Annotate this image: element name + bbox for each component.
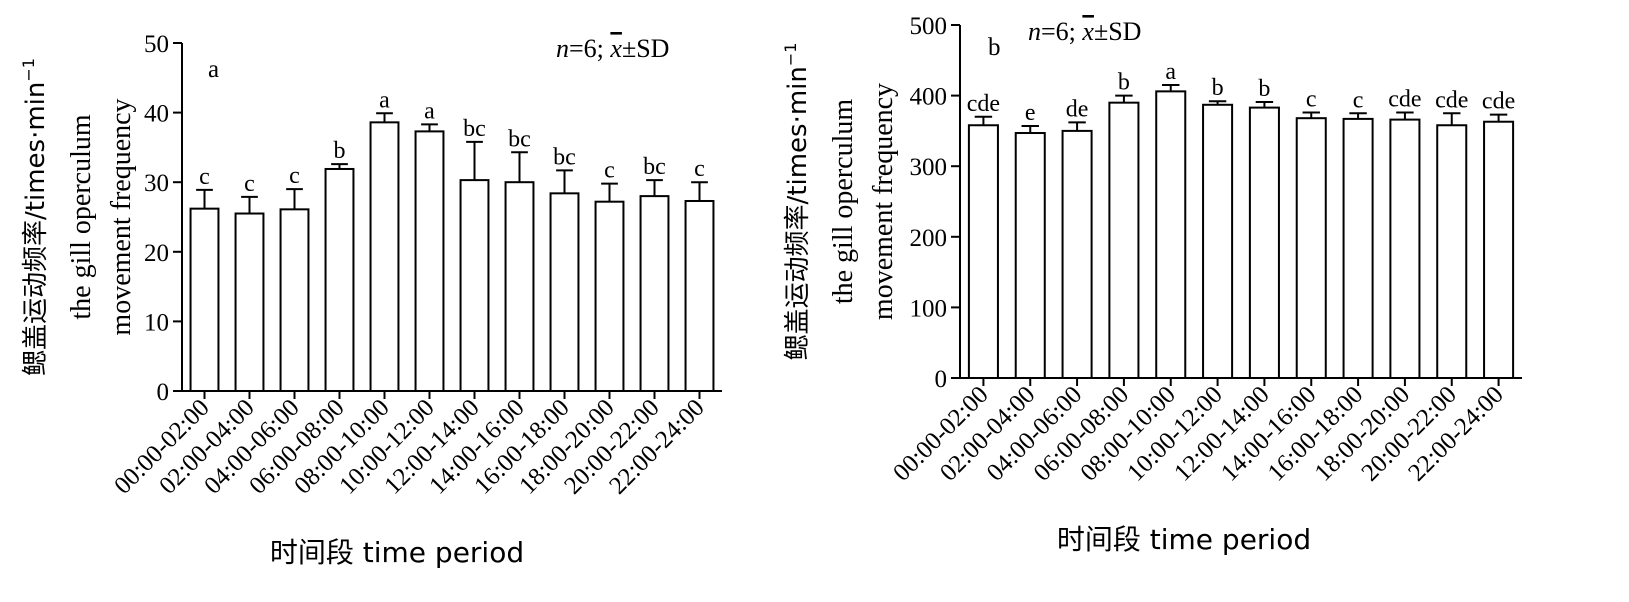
bar bbox=[594, 200, 625, 392]
y-axis-label-sup: −1 bbox=[781, 43, 800, 67]
significance-letter: b bbox=[334, 138, 346, 164]
y-tick-label: 0 bbox=[157, 379, 170, 406]
significance-letter: a bbox=[1165, 59, 1176, 85]
y-tick-label: 400 bbox=[910, 84, 948, 111]
bar bbox=[1155, 90, 1187, 379]
significance-letter: b bbox=[1258, 76, 1270, 102]
annotation-xbar: x bbox=[609, 34, 622, 63]
bar bbox=[1248, 106, 1280, 380]
y-axis-label-zh: 鳃盖运动频率/times·min−1 bbox=[19, 58, 51, 376]
significance-letter: cde bbox=[967, 91, 1000, 117]
significance-letter: bc bbox=[463, 116, 486, 142]
y-tick-label: 300 bbox=[910, 154, 948, 181]
bar bbox=[279, 208, 310, 392]
y-tick-label: 30 bbox=[144, 170, 169, 197]
y-axis-label-en-line2: movement frequency bbox=[106, 98, 137, 335]
significance-letter: c bbox=[199, 164, 210, 190]
panel-label: b bbox=[988, 34, 1001, 61]
sample-annotation: n=6; x±SD bbox=[1028, 17, 1141, 46]
bar bbox=[1061, 129, 1093, 379]
bar bbox=[1342, 117, 1374, 379]
bar bbox=[189, 207, 220, 392]
y-axis-label-zh: 鳃盖运动频率/times·min−1 bbox=[781, 43, 813, 361]
bar bbox=[1014, 132, 1046, 379]
y-tick-label: 500 bbox=[910, 13, 948, 40]
y-axis-label-en-line1: the gill operculum bbox=[828, 99, 859, 305]
significance-letter: cde bbox=[1435, 87, 1468, 113]
bar bbox=[1202, 103, 1234, 379]
significance-letter: bc bbox=[643, 154, 666, 180]
bar bbox=[1389, 118, 1421, 379]
bar bbox=[1483, 120, 1515, 380]
significance-letter: de bbox=[1066, 96, 1089, 122]
y-axis-label-sup: −1 bbox=[19, 58, 38, 82]
annotation-n: n bbox=[556, 34, 569, 63]
annotation-sd: ±SD bbox=[1094, 17, 1142, 46]
chart-panel-a: 01020304050c00:00-02:00c02:00-04:00c04:0… bbox=[19, 31, 722, 569]
bar bbox=[549, 192, 580, 392]
annotation-xbar: x bbox=[1081, 17, 1094, 46]
annotation-eq: =6; bbox=[1041, 17, 1082, 46]
sample-annotation: n=6; x±SD bbox=[556, 34, 669, 63]
y-tick-label: 200 bbox=[910, 225, 948, 252]
significance-letter: c bbox=[1353, 87, 1364, 113]
bar bbox=[1108, 101, 1140, 379]
significance-letter: b bbox=[1118, 70, 1130, 96]
significance-letter: a bbox=[424, 98, 435, 124]
x-axis-label: 时间段 time period bbox=[270, 536, 524, 569]
significance-letter: c bbox=[694, 156, 705, 182]
y-tick-label: 50 bbox=[144, 31, 169, 58]
significance-letter: bc bbox=[508, 126, 531, 152]
bar bbox=[504, 181, 535, 392]
y-tick-label: 40 bbox=[144, 101, 169, 128]
significance-letter: c bbox=[244, 171, 255, 197]
y-tick-label: 20 bbox=[144, 240, 169, 267]
significance-letter: c bbox=[1306, 87, 1317, 113]
y-tick-label: 10 bbox=[144, 309, 169, 336]
y-axis-label-en-line2: movement frequency bbox=[868, 83, 899, 320]
bar bbox=[414, 130, 445, 392]
y-axis-label-en-line1: the gill operculum bbox=[66, 114, 97, 320]
significance-letter: c bbox=[604, 158, 615, 184]
bar bbox=[234, 212, 265, 392]
bar bbox=[1436, 124, 1468, 379]
significance-letter: cde bbox=[1482, 89, 1515, 115]
chart-panel-b: 0100200300400500cde00:00-02:00e02:00-04:… bbox=[781, 13, 1522, 556]
bar bbox=[324, 167, 355, 392]
y-axis-label-zh-text: 鳃盖运动频率/times·min bbox=[21, 82, 51, 376]
bar bbox=[684, 199, 715, 392]
significance-letter: a bbox=[379, 87, 390, 113]
annotation-sd: ±SD bbox=[622, 34, 670, 63]
y-tick-label: 100 bbox=[910, 295, 948, 322]
y-axis-label-zh-text: 鳃盖运动频率/times·min bbox=[783, 66, 813, 360]
bar bbox=[1295, 117, 1327, 380]
annotation-n: n bbox=[1028, 17, 1041, 46]
bar bbox=[639, 195, 670, 392]
significance-letter: cde bbox=[1388, 87, 1421, 113]
significance-letter: c bbox=[289, 163, 300, 189]
significance-letter: e bbox=[1025, 100, 1036, 126]
significance-letter: bc bbox=[553, 144, 576, 170]
bar bbox=[967, 124, 999, 379]
significance-letter: b bbox=[1212, 75, 1224, 101]
x-axis-label: 时间段 time period bbox=[1057, 523, 1311, 556]
bar bbox=[459, 179, 490, 392]
panel-label: a bbox=[208, 56, 219, 83]
annotation-eq: =6; bbox=[569, 34, 610, 63]
bar bbox=[369, 121, 400, 393]
y-tick-label: 0 bbox=[935, 366, 948, 393]
